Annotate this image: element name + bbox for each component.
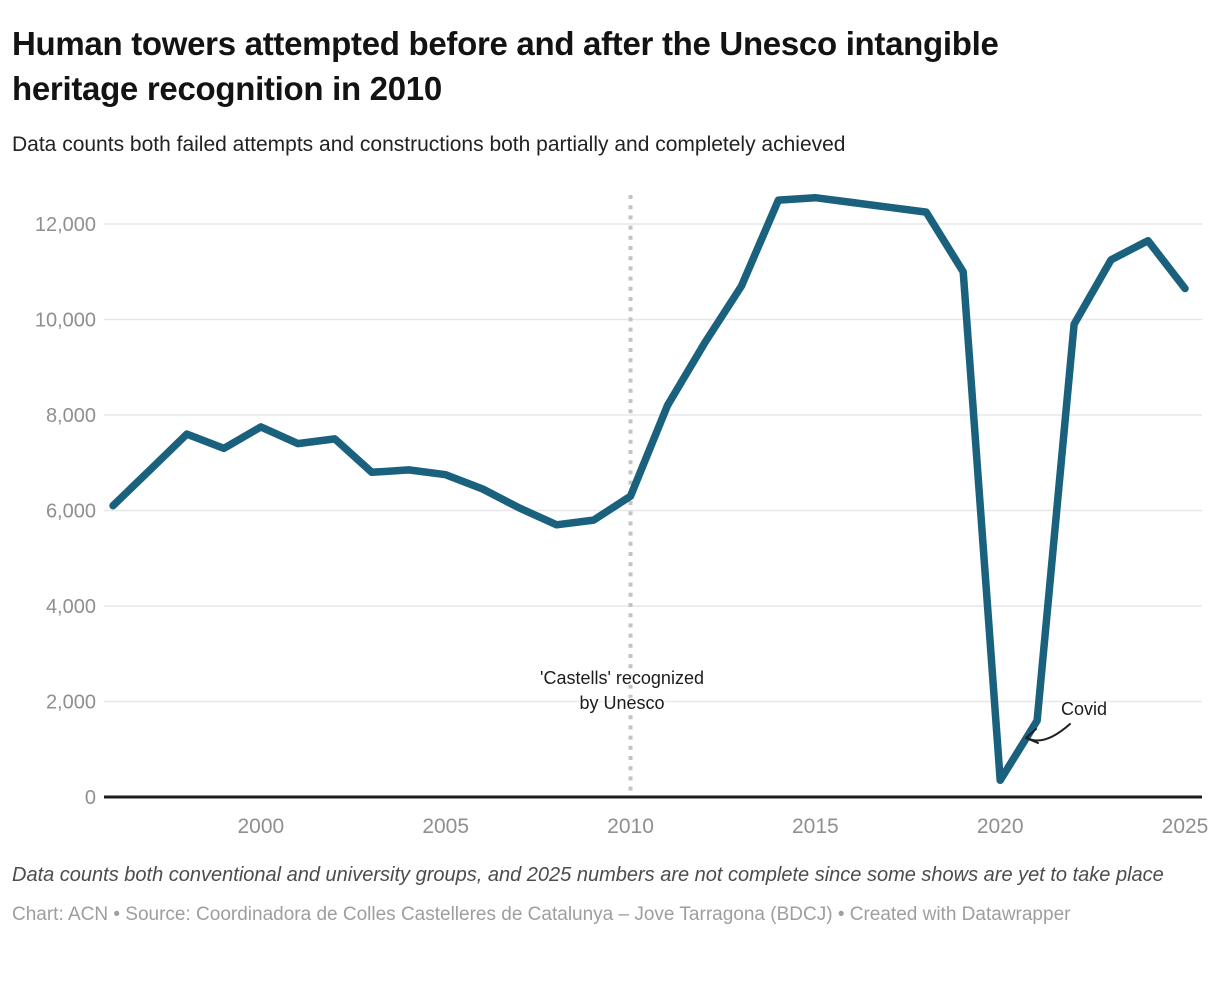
x-tick-label: 2010 — [607, 815, 654, 838]
gridlines — [104, 195, 1202, 799]
x-tick-label: 2005 — [422, 815, 469, 838]
y-tick-label: 0 — [85, 787, 96, 809]
annotation-castells-line2: by Unesco — [579, 693, 665, 713]
x-tick-label: 2025 — [1162, 815, 1209, 838]
annotation-covid: Covid — [1061, 699, 1108, 719]
page-subtitle: Data counts both failed attempts and con… — [12, 133, 846, 156]
line-chart: 0 2,000 4,000 6,000 8,000 10,000 12,000 2000 200… — [12, 187, 1208, 842]
axis-labels: 0 2,000 4,000 6,000 8,000 10,000 12,000 2000 200… — [35, 214, 1209, 838]
y-tick-label: 2,000 — [46, 692, 96, 714]
page-title: Human towers attempted before and after … — [12, 25, 999, 107]
y-tick-label: 12,000 — [35, 214, 96, 236]
line-chart-canvas: 0 2,000 4,000 6,000 8,000 10,000 12,000 2000 200… — [35, 193, 1209, 838]
y-tick-label: 10,000 — [35, 310, 96, 332]
data-line-layer — [109, 193, 1189, 785]
chart-footnote: Data counts both conventional and univer… — [12, 864, 1164, 886]
chart-card: Human towers attempted before and after … — [12, 25, 1208, 925]
y-tick-label: 6,000 — [46, 501, 96, 523]
x-tick-label: 2000 — [238, 815, 285, 838]
covid-arrow — [1025, 723, 1071, 744]
annotation-castells: 'Castells' recognized by Unesco — [500, 666, 744, 716]
annotation-castells-line1: 'Castells' recognized — [540, 668, 704, 688]
data-line — [109, 193, 1189, 785]
y-tick-label: 8,000 — [46, 405, 96, 427]
x-tick-label: 2020 — [977, 815, 1024, 838]
x-tick-label: 2015 — [792, 815, 839, 838]
y-tick-label: 4,000 — [46, 596, 96, 618]
chart-credits: Chart: ACN • Source: Coordinadora de Col… — [12, 904, 1071, 925]
